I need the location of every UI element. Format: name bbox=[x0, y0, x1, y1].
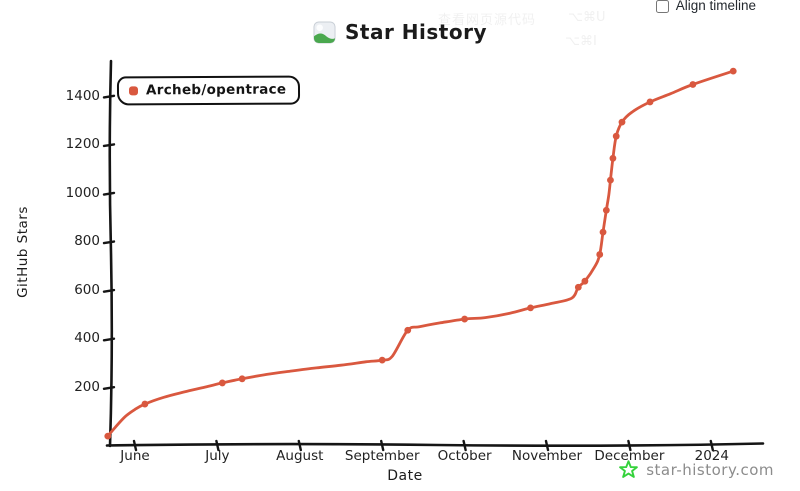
watermark[interactable]: star-history.com bbox=[618, 459, 774, 480]
data-point-dot bbox=[596, 251, 604, 258]
x-tick-label: September bbox=[344, 448, 420, 464]
data-point-dot bbox=[609, 154, 617, 162]
align-timeline-label: Align timeline bbox=[675, 0, 756, 13]
data-point-dot bbox=[581, 277, 589, 285]
y-tick-label: 1400 bbox=[65, 87, 100, 104]
y-tick-mark bbox=[102, 337, 116, 342]
y-axis-title: GitHub Stars bbox=[15, 206, 31, 298]
data-point-dot bbox=[729, 67, 737, 75]
y-tick-mark bbox=[102, 143, 116, 148]
x-tick-label: November bbox=[511, 448, 583, 464]
data-point-dot bbox=[527, 304, 534, 312]
y-tick-label: 1200 bbox=[65, 136, 100, 153]
data-point-dot bbox=[104, 432, 112, 440]
ghost-menu-shortcut2: ⌥⌘I bbox=[565, 34, 597, 49]
series-line bbox=[106, 69, 735, 438]
data-point-dot bbox=[612, 132, 620, 140]
x-tick-mark bbox=[709, 439, 714, 452]
y-tick-label: 600 bbox=[74, 281, 100, 298]
data-point-dot bbox=[218, 379, 226, 387]
y-tick-label: 1000 bbox=[65, 184, 100, 201]
y-tick-mark bbox=[102, 386, 116, 391]
y-tick-mark bbox=[102, 240, 116, 245]
legend-series-dot bbox=[128, 85, 139, 95]
data-point-dot bbox=[599, 228, 607, 236]
data-point-dot bbox=[238, 375, 246, 383]
data-point-dot bbox=[378, 356, 386, 364]
x-tick-label: 2024 bbox=[694, 448, 729, 464]
x-tick-mark bbox=[215, 439, 220, 452]
x-tick-mark bbox=[462, 439, 467, 452]
y-tick-label: 400 bbox=[74, 330, 100, 347]
data-point-dot bbox=[689, 81, 697, 88]
legend-series-label: Archeb/opentrace bbox=[145, 81, 287, 99]
align-timeline-checkbox[interactable] bbox=[655, 0, 669, 13]
y-tick-label: 800 bbox=[74, 233, 100, 250]
data-point-dot bbox=[646, 98, 654, 106]
x-axis-line bbox=[105, 442, 765, 448]
data-point-dot bbox=[607, 176, 614, 184]
x-tick-label: August bbox=[276, 448, 324, 464]
data-point-dot bbox=[602, 206, 610, 214]
y-tick-label: 200 bbox=[74, 379, 100, 396]
data-point-dot bbox=[461, 315, 468, 323]
legend[interactable]: Archeb/opentrace bbox=[116, 75, 301, 106]
data-point-dot bbox=[618, 118, 626, 126]
x-tick-mark bbox=[132, 439, 138, 452]
x-tick-label: July bbox=[205, 448, 230, 464]
data-point-dot bbox=[141, 400, 149, 408]
y-tick-mark bbox=[102, 288, 116, 293]
x-tick-mark bbox=[627, 439, 632, 452]
ghost-menu-item: 查看网页源代码 bbox=[438, 13, 537, 28]
data-point-dot bbox=[404, 326, 412, 334]
x-tick-label: June bbox=[120, 448, 150, 464]
x-tick-label: October bbox=[437, 448, 492, 464]
x-tick-mark bbox=[544, 439, 550, 452]
ghost-menu-shortcut: ⌥⌘U bbox=[568, 10, 606, 25]
y-tick-mark bbox=[102, 191, 116, 196]
data-point-dot bbox=[574, 283, 582, 291]
x-tick-mark bbox=[297, 439, 302, 452]
align-timeline-control[interactable]: Align timeline bbox=[655, 0, 756, 13]
x-axis-title: Date bbox=[387, 468, 423, 484]
watermark-text: star-history.com bbox=[646, 460, 774, 479]
x-tick-label: December bbox=[594, 448, 665, 464]
x-tick-mark bbox=[380, 439, 385, 452]
y-tick-mark bbox=[102, 94, 116, 99]
star-icon bbox=[618, 459, 639, 480]
